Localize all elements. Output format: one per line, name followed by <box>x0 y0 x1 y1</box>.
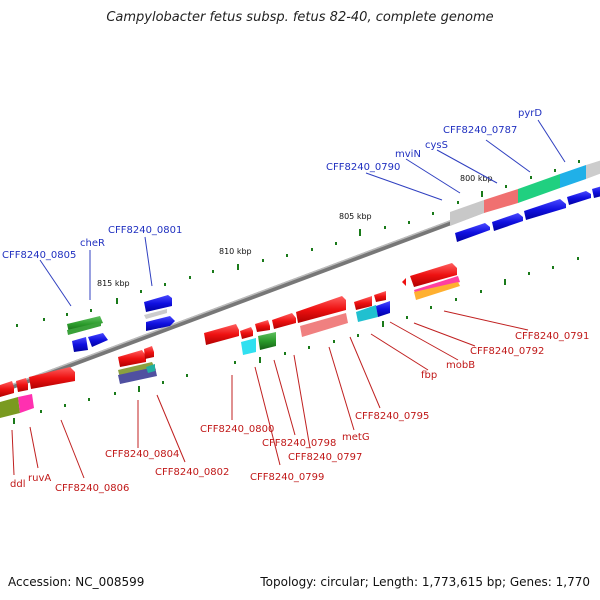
gene-label-cff8240-0798[interactable]: CFF8240_0798 <box>262 438 336 449</box>
reverse-leader-lines <box>11 310 529 479</box>
scale-label-800: 800 kbp <box>460 174 493 183</box>
gene-label-cff8240-0804[interactable]: CFF8240_0804 <box>105 449 179 460</box>
gene-label-cff8240-0806[interactable]: CFF8240_0806 <box>55 483 129 494</box>
gene-label-ruva[interactable]: ruvA <box>28 473 51 484</box>
gene-label-cff8240-0795[interactable]: CFF8240_0795 <box>355 411 429 422</box>
forward-cds-left <box>67 295 175 352</box>
gene-label-fbp[interactable]: fbp <box>421 370 437 381</box>
forward-cds-right <box>455 186 600 242</box>
gene-label-cyss[interactable]: cysS <box>425 140 448 151</box>
cog-band-upper-right <box>450 160 600 226</box>
gene-label-cff8240-0799[interactable]: CFF8240_0799 <box>250 472 324 483</box>
scale-label-815: 815 kbp <box>97 279 130 288</box>
gene-label-pyrd[interactable]: pyrD <box>518 108 542 119</box>
forward-leader-lines <box>39 119 566 307</box>
gene-label-cff8240-0802[interactable]: CFF8240_0802 <box>155 467 229 478</box>
gene-label-mvin[interactable]: mviN <box>395 149 421 160</box>
gene-label-cff8240-0800[interactable]: CFF8240_0800 <box>200 424 274 435</box>
scale-label-810: 810 kbp <box>219 247 252 256</box>
gene-label-cff8240-0792[interactable]: CFF8240_0792 <box>470 346 544 357</box>
gene-label-metg[interactable]: metG <box>342 432 370 443</box>
gene-label-cff8240-0787[interactable]: CFF8240_0787 <box>443 125 517 136</box>
reverse-cds-far-left <box>0 367 75 418</box>
gene-label-cff8240-0801[interactable]: CFF8240_0801 <box>108 225 182 236</box>
genome-summary-text: Topology: circular; Length: 1,773,615 bp… <box>260 575 590 589</box>
accession-text: Accession: NC_008599 <box>8 575 145 589</box>
map-title: Campylobacter fetus subsp. fetus 82-40, … <box>106 10 494 25</box>
gc-ticks-upper <box>16 160 580 327</box>
gene-label-cff8240-0790[interactable]: CFF8240_0790 <box>326 162 400 173</box>
gene-label-cher[interactable]: cheR <box>80 238 105 249</box>
gene-label-mobb[interactable]: mobB <box>446 360 475 371</box>
gc-ticks-lower <box>13 257 579 424</box>
gene-label-cff8240-0805[interactable]: CFF8240_0805 <box>2 250 76 261</box>
gene-label-ddl[interactable]: ddl <box>10 479 25 490</box>
gene-label-cff8240-0797[interactable]: CFF8240_0797 <box>288 452 362 463</box>
reverse-cds-right <box>118 263 460 384</box>
gene-label-cff8240-0791[interactable]: CFF8240_0791 <box>515 331 589 342</box>
scale-label-805: 805 kbp <box>339 212 372 221</box>
